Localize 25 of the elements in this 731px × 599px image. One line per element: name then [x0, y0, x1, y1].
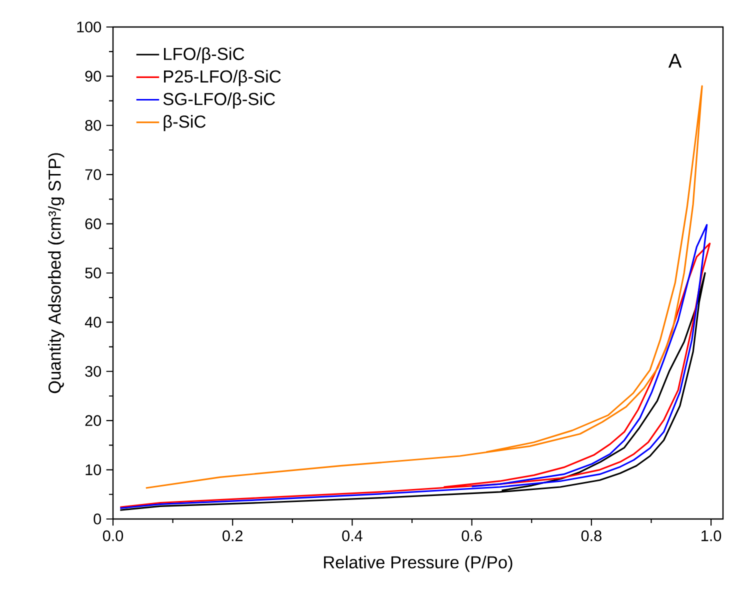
x-tick-label: 0.8 — [581, 530, 602, 542]
x-tick-label: 0.6 — [462, 530, 482, 542]
legend-label: β-SiC — [164, 115, 206, 132]
x-tick-label: 0.4 — [342, 530, 362, 542]
x-tick-label: 0.0 — [102, 530, 124, 542]
y-tick-label: 40 — [84, 316, 102, 328]
y-tick-label: 60 — [85, 218, 102, 230]
y-tick-label: 10 — [86, 464, 102, 476]
legend-label: P25-LFO/β-SiC — [164, 70, 281, 86]
y-tick-label: 20 — [85, 415, 102, 426]
legend-label: LFO/β-SiC — [164, 47, 244, 64]
y-tick-label: 30 — [85, 366, 102, 377]
x-tick-label: 0.2 — [222, 530, 242, 542]
y-tick-label: 100 — [77, 22, 102, 32]
y-tick-label: 90 — [85, 70, 102, 82]
y-tick-label: 0 — [94, 514, 102, 524]
y-axis-title: Quantity Adsorbed (cm³/g STP) — [48, 153, 64, 394]
line-series — [145, 85, 703, 489]
y-tick-label: 80 — [85, 120, 102, 131]
x-tick-label: 1.0 — [702, 530, 722, 542]
x-axis-title: Relative Pressure (P/Po) — [324, 556, 512, 572]
legend-label: SG-LFO/β-SiC — [163, 92, 275, 109]
annotation: A — [668, 54, 682, 68]
y-tick-label: 70 — [85, 169, 102, 180]
y-tick-label: 50 — [85, 268, 102, 278]
